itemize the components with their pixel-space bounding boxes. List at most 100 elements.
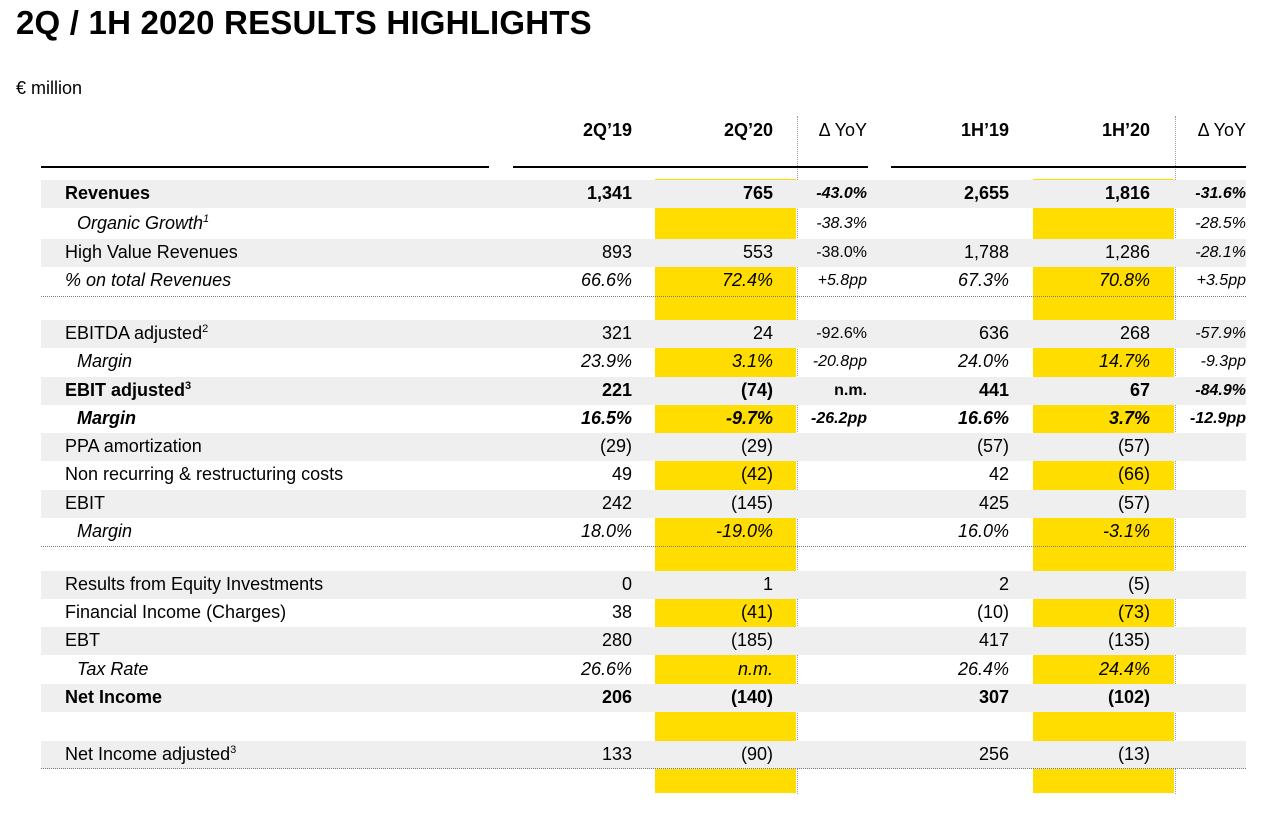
cell-1h20: 67 xyxy=(1129,380,1150,400)
cell-2q20: -9.7% xyxy=(725,408,773,428)
cell-1h19: 16.0% xyxy=(957,521,1009,541)
cell-2q19: 221 xyxy=(601,380,632,400)
cell-1h20: 14.7% xyxy=(1098,351,1150,371)
cell-2q19: 26.6% xyxy=(580,659,632,679)
cell-1h20: (5) xyxy=(1128,574,1150,594)
row-label: Tax Rate xyxy=(77,659,149,679)
cell-delta-h: -31.6% xyxy=(1195,185,1246,202)
cell-2q19: 893 xyxy=(601,242,632,262)
footnote-ref: 1 xyxy=(203,213,210,225)
table-row: Margin 16.5% -9.7% -26.2pp 16.6% 3.7% -1… xyxy=(41,405,1246,433)
cell-delta-h: -12.9pp xyxy=(1189,410,1246,427)
footnote-ref: 3 xyxy=(230,744,237,756)
col-header-2q19: 2Q’19 xyxy=(582,120,632,140)
table-row: EBITDA adjusted2 321 24 -92.6% 636 268 -… xyxy=(41,320,1246,348)
cell-1h19: 441 xyxy=(978,380,1009,400)
cell-1h20: (57) xyxy=(1117,493,1150,513)
row-label: Organic Growth xyxy=(77,213,204,233)
cell-1h20: 24.4% xyxy=(1098,659,1150,679)
cell-1h20: (135) xyxy=(1107,630,1150,650)
row-label: EBITDA adjusted xyxy=(65,323,203,343)
cell-1h19: 42 xyxy=(988,464,1009,484)
cell-2q20: (41) xyxy=(740,602,773,622)
footnote-ref: 3 xyxy=(185,380,192,392)
page-title: 2Q / 1H 2020 RESULTS HIGHLIGHTS xyxy=(16,4,592,41)
cell-1h19: 307 xyxy=(978,687,1009,707)
table-row: Organic Growth1 -38.3% -28.5% xyxy=(41,210,1246,238)
cell-delta-q: -38.3% xyxy=(816,215,867,232)
cell-1h20: (66) xyxy=(1117,464,1150,484)
cell-1h20: (57) xyxy=(1117,436,1150,456)
row-label: Margin xyxy=(77,521,133,541)
col-header-delta-yoy-q: Δ YoY xyxy=(818,120,867,140)
section-divider xyxy=(41,546,1246,547)
cell-1h19: 636 xyxy=(978,323,1009,343)
cell-1h19: (57) xyxy=(976,436,1009,456)
cell-2q20: 1 xyxy=(762,574,773,594)
cell-1h20: (102) xyxy=(1107,687,1150,707)
table-row: Results from Equity Investments 0 1 2 (5… xyxy=(41,571,1246,599)
row-label: Non recurring & restructuring costs xyxy=(65,464,344,484)
row-label: EBT xyxy=(65,630,101,650)
cell-2q20: 553 xyxy=(742,242,773,262)
cell-2q19: 18.0% xyxy=(580,521,632,541)
cell-2q19: 0 xyxy=(621,574,632,594)
cell-2q19: 242 xyxy=(601,493,632,513)
table-row: Revenues 1,341 765 -43.0% 2,655 1,816 -3… xyxy=(41,180,1246,208)
cell-delta-q: -26.2pp xyxy=(810,410,867,427)
cell-2q20: (74) xyxy=(740,380,773,400)
unit-label: € million xyxy=(16,78,83,98)
row-label: % on total Revenues xyxy=(65,270,232,290)
cell-2q19: 49 xyxy=(611,464,632,484)
cell-1h19: 16.6% xyxy=(957,408,1009,428)
cell-1h19: 26.4% xyxy=(957,659,1009,679)
cell-2q20: (185) xyxy=(730,630,773,650)
table-row: Net Income 206 (140) 307 (102) xyxy=(41,684,1246,712)
cell-1h20: 268 xyxy=(1119,323,1150,343)
table-row: High Value Revenues 893 553 -38.0% 1,788… xyxy=(41,239,1246,267)
row-label: Financial Income (Charges) xyxy=(65,602,287,622)
cell-2q20: 3.1% xyxy=(731,351,773,371)
cell-delta-q: n.m. xyxy=(834,382,867,399)
cell-1h20: (73) xyxy=(1117,602,1150,622)
cell-1h19: 67.3% xyxy=(957,270,1009,290)
cell-2q20: 765 xyxy=(742,183,773,203)
cell-delta-q: +5.8pp xyxy=(817,272,867,289)
cell-delta-q: -43.0% xyxy=(816,185,867,202)
row-label: Margin xyxy=(77,408,137,428)
table-row: Non recurring & restructuring costs 49 (… xyxy=(41,461,1246,489)
cell-2q19: 321 xyxy=(601,323,632,343)
cell-1h20: (13) xyxy=(1117,744,1150,764)
cell-2q19: 1,341 xyxy=(586,183,632,203)
cell-delta-q: -92.6% xyxy=(816,325,867,342)
cell-2q19: 66.6% xyxy=(580,270,632,290)
cell-2q19: (29) xyxy=(599,436,632,456)
table-row: % on total Revenues 66.6% 72.4% +5.8pp 6… xyxy=(41,267,1246,295)
cell-2q20: (145) xyxy=(730,493,773,513)
cell-2q20: (140) xyxy=(730,687,773,707)
table-row: PPA amortization (29) (29) (57) (57) xyxy=(41,433,1246,461)
cell-1h20: 1,286 xyxy=(1104,242,1150,262)
cell-2q19: 38 xyxy=(611,602,632,622)
cell-1h19: 2,655 xyxy=(963,183,1009,203)
cell-1h20: 3.7% xyxy=(1108,408,1150,428)
cell-2q19: 16.5% xyxy=(580,408,632,428)
cell-2q19: 280 xyxy=(601,630,632,650)
cell-1h19: 425 xyxy=(978,493,1009,513)
cell-2q20: n.m. xyxy=(737,659,773,679)
row-label: Revenues xyxy=(65,183,151,203)
cell-2q19: 133 xyxy=(601,744,632,764)
cell-2q19: 206 xyxy=(601,687,632,707)
table-row: EBT 280 (185) 417 (135) xyxy=(41,627,1246,655)
cell-delta-h: -84.9% xyxy=(1195,382,1246,399)
cell-1h19: 417 xyxy=(978,630,1009,650)
table-row: Margin 18.0% -19.0% 16.0% -3.1% xyxy=(41,518,1246,546)
table-row: Net Income adjusted3 133 (90) 256 (13) xyxy=(41,741,1246,769)
row-label: Margin xyxy=(77,351,133,371)
header-rule xyxy=(41,166,489,168)
col-header-2q20: 2Q’20 xyxy=(723,120,773,140)
row-label: PPA amortization xyxy=(65,436,202,456)
cell-1h19: 24.0% xyxy=(957,351,1009,371)
cell-delta-h: -9.3pp xyxy=(1200,353,1246,370)
cell-1h19: 2 xyxy=(998,574,1009,594)
